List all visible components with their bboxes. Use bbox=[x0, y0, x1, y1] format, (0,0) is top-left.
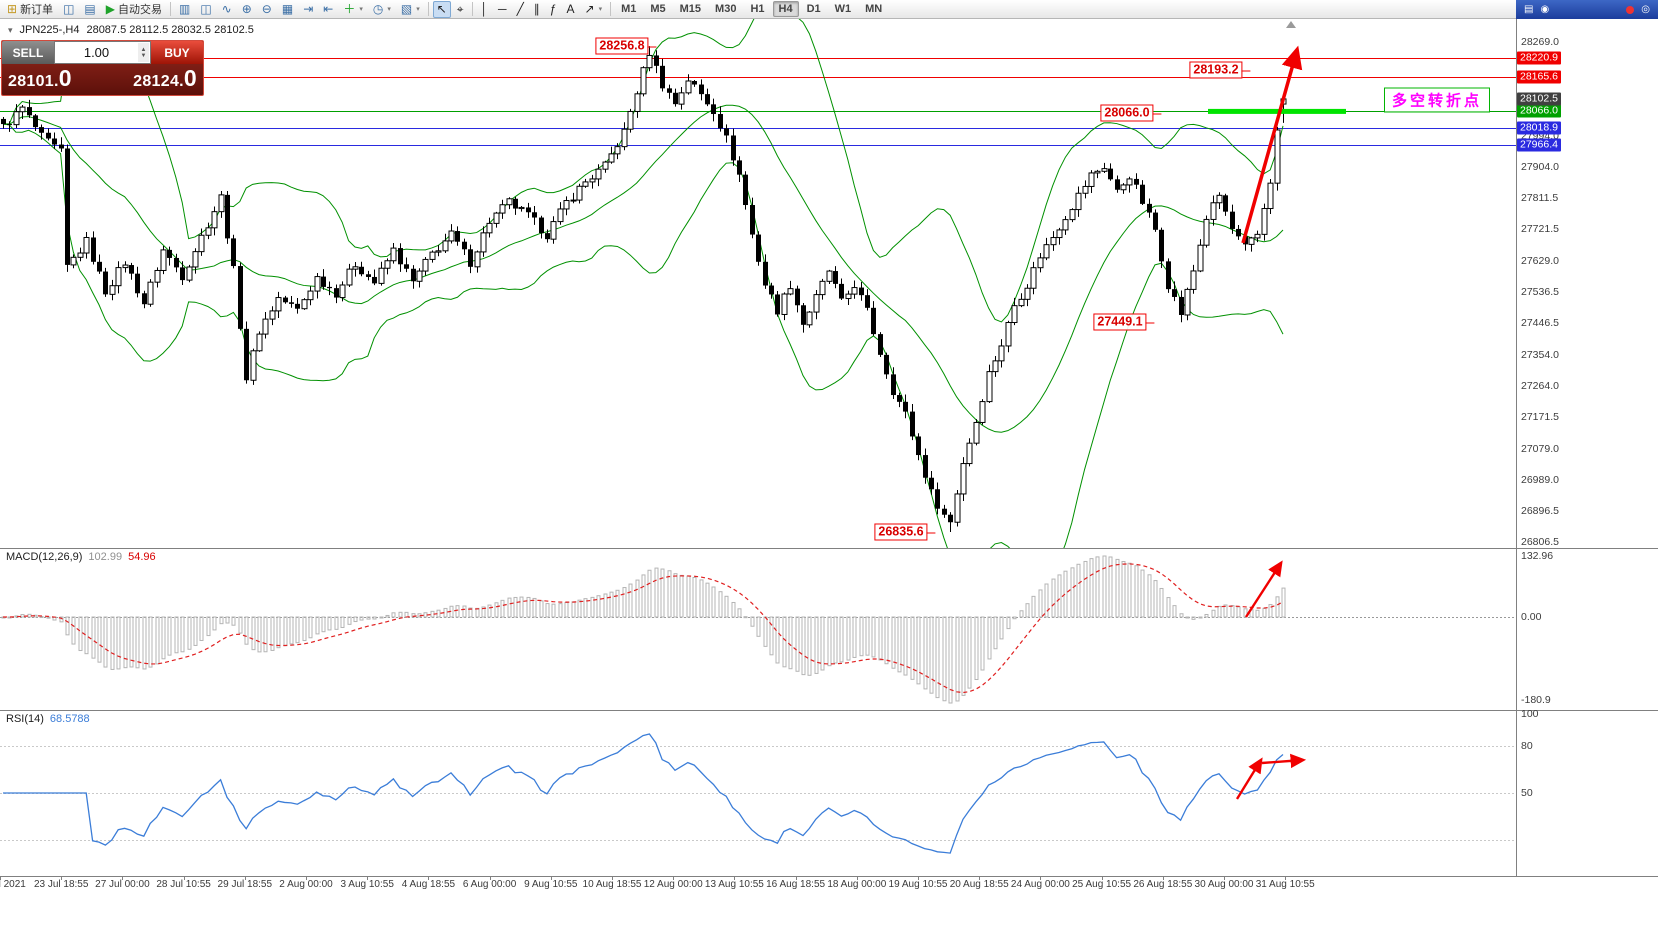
channel-icon: ∥ bbox=[533, 2, 540, 16]
timeframe-h4[interactable]: H4 bbox=[772, 1, 799, 17]
buy-price: 28124.0 bbox=[133, 65, 197, 91]
chart-title-bar: ▾ JPN225-,H4 28087.5 28112.5 28032.5 281… bbox=[8, 24, 254, 36]
timeframe-h1[interactable]: H1 bbox=[750, 3, 765, 15]
toolbar-separator bbox=[610, 2, 612, 16]
text-icon: A bbox=[566, 2, 575, 16]
titlebar-right: ▤ ◉ ◎ bbox=[1516, 0, 1658, 19]
arrows-button[interactable]: ↗ ▾ bbox=[581, 1, 607, 18]
chart-window-icon: ◫ bbox=[63, 2, 75, 16]
cursor-button[interactable]: ↖ bbox=[432, 0, 451, 18]
trendline-icon: ╱ bbox=[516, 2, 524, 16]
one-click-trading-panel: SELL ▲▼ BUY 28101.0 28124.0 bbox=[1, 40, 204, 96]
vertical-line-icon: │ bbox=[480, 2, 489, 16]
price-callout[interactable]: 28256.8 bbox=[595, 37, 657, 55]
arrows-icon: ↗ bbox=[584, 2, 595, 16]
chevron-down-icon: ▾ bbox=[387, 6, 391, 13]
price-callout[interactable]: 28193.2 bbox=[1189, 61, 1251, 79]
trendline-button[interactable]: ╱ bbox=[513, 1, 528, 18]
timeframe-m5[interactable]: M5 bbox=[650, 3, 666, 15]
periods-button[interactable]: ◷ ▾ bbox=[369, 1, 395, 18]
autotrading-icon: ▶ bbox=[105, 2, 115, 16]
zoom-in-button[interactable]: ⊕ bbox=[238, 1, 256, 18]
macd-main-value: 102.99 bbox=[88, 551, 123, 563]
line-chart-mode-icon: ∿ bbox=[221, 2, 232, 16]
cursor-icon: ↖ bbox=[436, 2, 447, 16]
toolbar-separator bbox=[169, 2, 171, 16]
record-dot-icon[interactable] bbox=[1626, 5, 1635, 14]
timeframe-mn[interactable]: MN bbox=[865, 3, 883, 15]
candlestick-mode-icon: ◫ bbox=[200, 2, 212, 16]
timeframe-d1[interactable]: D1 bbox=[806, 3, 821, 15]
sell-button[interactable]: SELL bbox=[2, 41, 54, 64]
timeframe-m15[interactable]: M15 bbox=[679, 3, 702, 15]
profiles-icon: ▤ bbox=[84, 2, 96, 16]
timeframe-m1[interactable]: M1 bbox=[621, 3, 637, 15]
macd-label: MACD(12,26,9) 102.99 54.96 bbox=[6, 551, 156, 563]
new-order-button[interactable]: ⊞ 新订单 bbox=[3, 1, 57, 18]
templates-button[interactable]: ▧ ▾ bbox=[397, 1, 424, 18]
bar-chart-mode-icon: ▥ bbox=[178, 2, 191, 16]
periods-icon: ◷ bbox=[372, 2, 384, 16]
zoom-out-icon: ⊖ bbox=[261, 2, 272, 16]
candlestick-mode-button[interactable]: ◫ bbox=[196, 1, 215, 18]
toolbar-separator bbox=[471, 2, 473, 16]
main-toolbar: ⊞ 新订单 ◫ ▤ ▶ 自动交易 ▥ ◫ ∿ ⊕ ⊖ ▦ ⇥ ⇤ ＋ ▾ ◷ ▾ ▧ ▾ ↖ ⌖ │ ─ ╱ ∥ ƒ A ↗ ▾ M1 M5 M… bbox=[0, 0, 1516, 19]
channel-button[interactable]: ∥ bbox=[530, 1, 544, 18]
zoom-in-icon: ⊕ bbox=[241, 2, 252, 16]
crosshair-icon: ⌖ bbox=[456, 2, 464, 16]
text-button[interactable]: A bbox=[562, 1, 578, 18]
chart-menu-icon[interactable]: ▾ bbox=[8, 24, 13, 35]
zoom-out-button[interactable]: ⊖ bbox=[258, 1, 276, 18]
buy-button[interactable]: BUY bbox=[151, 41, 203, 64]
autotrading-button[interactable]: ▶ 自动交易 bbox=[102, 1, 166, 18]
grid-icon[interactable]: ▤ bbox=[1524, 3, 1534, 15]
price-callout[interactable]: 27449.1 bbox=[1093, 313, 1155, 331]
timeframe-w1[interactable]: W1 bbox=[834, 3, 852, 15]
horizontal-line-icon: ─ bbox=[498, 2, 507, 16]
chevron-down-icon: ▾ bbox=[359, 6, 363, 13]
rsi-label: RSI(14) 68.5788 bbox=[6, 713, 90, 725]
auto-scroll-button[interactable]: ⇥ bbox=[299, 1, 317, 18]
chart-window-button[interactable]: ◫ bbox=[59, 1, 78, 18]
profiles-button[interactable]: ▤ bbox=[80, 1, 99, 18]
volume-box: ▲▼ bbox=[54, 41, 151, 64]
new-order-icon: ⊞ bbox=[7, 2, 18, 16]
pivot-annotation[interactable]: 多空转折点 bbox=[1383, 87, 1491, 113]
indicators-button[interactable]: ＋ ▾ bbox=[339, 1, 367, 18]
sell-price: 28101.0 bbox=[8, 65, 72, 91]
fibonacci-button[interactable]: ƒ bbox=[546, 1, 561, 18]
volume-stepper[interactable]: ▲ ▼ bbox=[138, 43, 149, 62]
volume-input[interactable] bbox=[55, 42, 150, 63]
line-chart-mode-button[interactable]: ∿ bbox=[218, 1, 236, 18]
help-icon[interactable]: ◎ bbox=[1641, 3, 1650, 15]
chevron-down-icon: ▾ bbox=[598, 6, 603, 13]
horizontal-line-button[interactable]: ─ bbox=[494, 1, 511, 18]
crosshair-button[interactable]: ⌖ bbox=[453, 1, 468, 18]
vertical-line-button[interactable]: │ bbox=[477, 1, 493, 18]
fibonacci-icon: ƒ bbox=[549, 2, 557, 16]
indicators-icon: ＋ bbox=[343, 2, 356, 16]
tile-windows-button[interactable]: ▦ bbox=[278, 1, 297, 18]
autotrading-button-label: 自动交易 bbox=[117, 4, 162, 16]
status-icon[interactable]: ◉ bbox=[1540, 3, 1550, 15]
chart-shift-icon: ⇤ bbox=[323, 2, 334, 16]
auto-scroll-icon: ⇥ bbox=[303, 2, 314, 16]
symbol-ohlc: 28087.5 28112.5 28032.5 28102.5 bbox=[86, 24, 254, 36]
new-order-button-label: 新订单 bbox=[20, 4, 54, 16]
tile-windows-icon: ▦ bbox=[281, 2, 294, 16]
macd-signal-value: 54.96 bbox=[128, 551, 156, 563]
price-callout[interactable]: 28066.0 bbox=[1100, 104, 1162, 122]
chart-shift-marker[interactable] bbox=[1286, 21, 1296, 28]
chart-shift-button[interactable]: ⇤ bbox=[319, 1, 337, 18]
bar-chart-mode-button[interactable]: ▥ bbox=[175, 1, 194, 18]
timeframe-m30[interactable]: M30 bbox=[715, 3, 737, 15]
chevron-down-icon: ▾ bbox=[416, 6, 420, 13]
rsi-value: 68.5788 bbox=[49, 713, 90, 725]
toolbar-separator bbox=[427, 2, 429, 16]
price-callout[interactable]: 26835.6 bbox=[874, 523, 936, 541]
templates-icon: ▧ bbox=[400, 2, 413, 16]
symbol-name: JPN225-,H4 bbox=[19, 24, 80, 36]
